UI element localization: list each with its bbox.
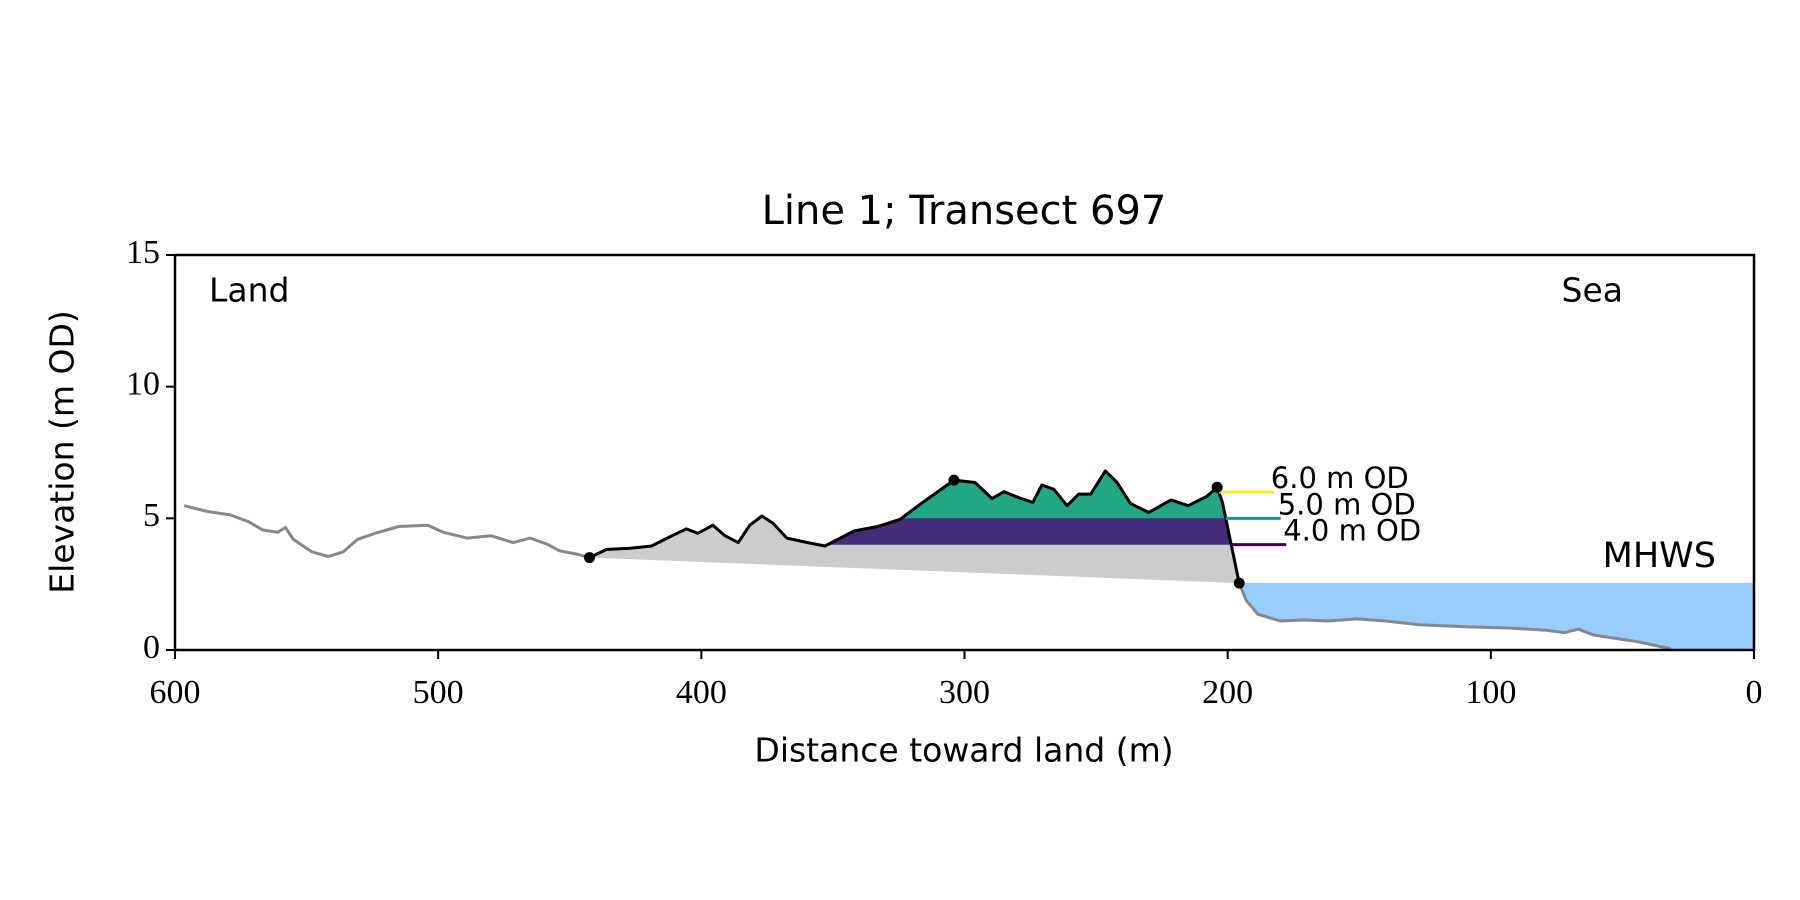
x-tick-label: 500 [413, 674, 464, 711]
land-label: Land [209, 271, 289, 310]
x-tick-label: 400 [676, 674, 727, 711]
y-tick-label: 10 [126, 365, 160, 402]
level-label: 5.0 m OD [1278, 487, 1416, 521]
x-tick-label: 200 [1202, 674, 1253, 711]
marker [948, 474, 960, 486]
mhws-fill [1239, 582, 1754, 650]
y-tick-label: 0 [143, 629, 160, 666]
marker [1211, 481, 1223, 493]
x-tick-label: 0 [1746, 674, 1763, 711]
y-tick-label: 5 [143, 497, 160, 534]
marker [583, 552, 595, 564]
sea-label: Sea [1562, 271, 1623, 310]
x-tick-label: 600 [150, 674, 201, 711]
mhws-label: MHWS [1603, 536, 1716, 576]
level-label: 4.0 m OD [1283, 514, 1421, 548]
x-axis-label: Distance toward land (m) [754, 731, 1173, 770]
marker [1233, 577, 1245, 589]
profile-line [1237, 582, 1672, 651]
level-label: 6.0 m OD [1271, 461, 1409, 495]
x-tick-label: 300 [939, 674, 990, 711]
y-tick-label: 15 [126, 234, 160, 271]
profile-line [183, 504, 590, 560]
chart-title: Line 1; Transect 697 [762, 188, 1167, 234]
x-tick-label: 100 [1465, 674, 1516, 711]
level-fill [901, 470, 1226, 519]
y-axis-label: Elevation (m OD) [43, 310, 82, 594]
